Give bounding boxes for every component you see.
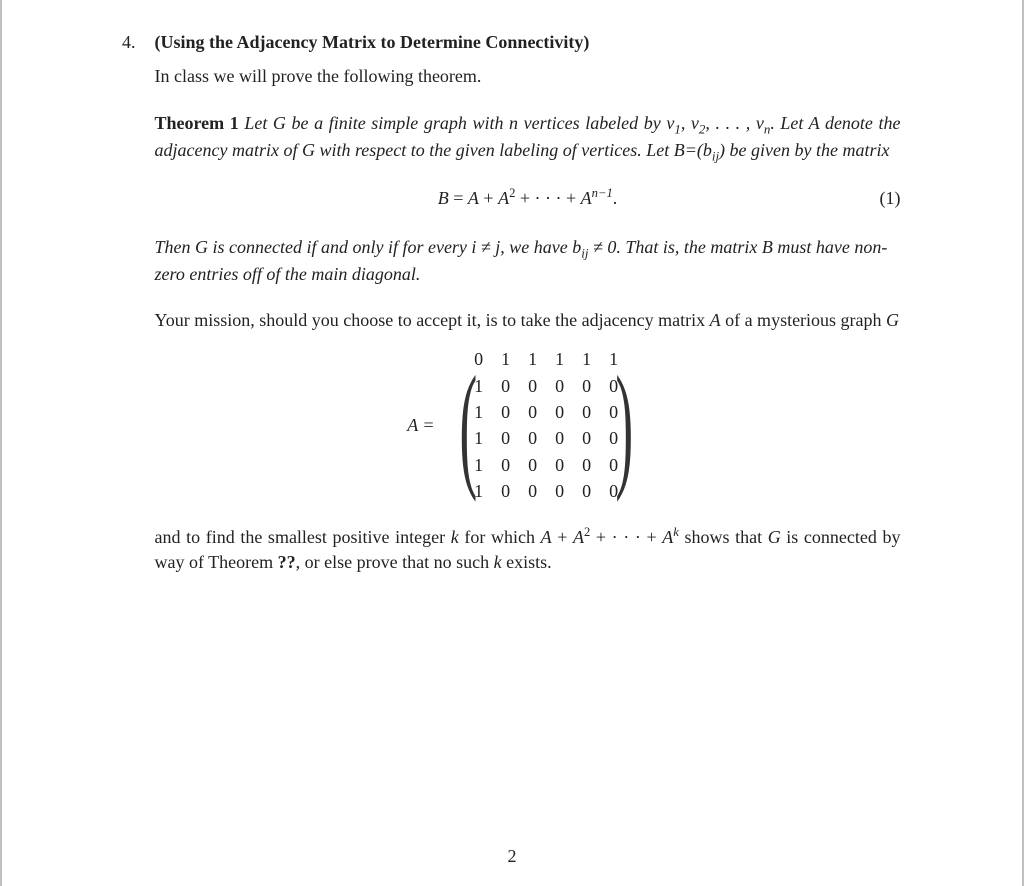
theorem-text: Let G be a finite simple graph with n ve… bbox=[155, 113, 901, 160]
eq-t1: A bbox=[468, 188, 479, 208]
eq-t3: A bbox=[581, 188, 592, 208]
equation-display: B = A + A2 + · · · + An−1. (1) bbox=[155, 183, 901, 213]
matrix-row: 100000 bbox=[465, 373, 627, 399]
mission-paragraph: Your mission, should you choose to accep… bbox=[155, 308, 901, 332]
conc-b: for which bbox=[459, 527, 541, 547]
matrix-cell: 0 bbox=[492, 399, 519, 425]
conclusion-paragraph: and to find the smallest positive intege… bbox=[155, 524, 901, 574]
eq-lhs: B bbox=[438, 188, 449, 208]
eq-t2: A bbox=[498, 188, 509, 208]
conc-f: exists. bbox=[502, 552, 552, 572]
title-paren-close: ) bbox=[583, 32, 589, 52]
matrix-cell: 0 bbox=[492, 452, 519, 478]
mission-b: of a mysterious graph bbox=[721, 310, 886, 330]
theorem-block: Theorem 1 Let G be a finite simple graph… bbox=[155, 111, 901, 165]
lparen-icon: ( bbox=[459, 366, 477, 485]
matrix-cell: 0 bbox=[573, 399, 600, 425]
problem-item: 4. ( Using the Adjacency Matrix to Determ… bbox=[122, 30, 902, 574]
matrix-cell: 0 bbox=[573, 452, 600, 478]
matrix-cell: 0 bbox=[546, 425, 573, 451]
conc-A3: A bbox=[662, 527, 673, 547]
conc-k2: k bbox=[494, 552, 502, 572]
conc-A1: A bbox=[541, 527, 552, 547]
matrix-cell: 0 bbox=[492, 373, 519, 399]
eq-dot: . bbox=[613, 188, 618, 208]
conc-k1: k bbox=[451, 527, 459, 547]
matrix-cell: 0 bbox=[519, 452, 546, 478]
matrix-row: 100000 bbox=[465, 425, 627, 451]
matrix-cell: 0 bbox=[519, 425, 546, 451]
problem-number: 4. bbox=[122, 30, 150, 54]
equation-body: B = A + A2 + · · · + An−1. bbox=[438, 185, 618, 210]
matrix-cell: 0 bbox=[519, 399, 546, 425]
conc-plus2: + · · · + bbox=[590, 527, 662, 547]
matrix-cell: 0 bbox=[546, 373, 573, 399]
theorem-tail: Then G is connected if and only if for e… bbox=[155, 235, 901, 286]
matrix-cell: 0 bbox=[519, 373, 546, 399]
theorem-label: Theorem 1 bbox=[155, 113, 239, 133]
mission-A: A bbox=[710, 310, 721, 330]
th-seg-b: , v bbox=[681, 113, 699, 133]
matrix-cell: 1 bbox=[573, 346, 600, 372]
matrix-cell: 0 bbox=[492, 425, 519, 451]
matrix-table: 011111100000100000100000100000100000 bbox=[465, 346, 627, 504]
conc-ref: ?? bbox=[278, 552, 296, 572]
matrix-display: A = ( 0111111000001000001000001000001000… bbox=[155, 346, 901, 504]
eq-exp3: n−1 bbox=[592, 186, 613, 200]
th-seg-c: , . . . , v bbox=[705, 113, 763, 133]
conc-a: and to find the smallest positive intege… bbox=[155, 527, 451, 547]
sub-ij: ij bbox=[712, 148, 719, 163]
th-tail-a: Then G is connected if and only if for e… bbox=[155, 237, 582, 257]
equation-number: (1) bbox=[880, 186, 901, 210]
matrix-row: 100000 bbox=[465, 452, 627, 478]
matrix-cell: 0 bbox=[573, 425, 600, 451]
matrix-cell: 0 bbox=[573, 478, 600, 504]
matrix-cell: 0 bbox=[492, 478, 519, 504]
problem-body: ( Using the Adjacency Matrix to Determine… bbox=[155, 30, 901, 574]
conc-G: G bbox=[768, 527, 781, 547]
mission-G: G bbox=[886, 310, 899, 330]
matrix-cell: 0 bbox=[546, 478, 573, 504]
conc-A2: A bbox=[573, 527, 584, 547]
matrix-cell: 0 bbox=[519, 478, 546, 504]
mission-a: Your mission, should you choose to accep… bbox=[155, 310, 710, 330]
matrix-cell: 0 bbox=[573, 373, 600, 399]
matrix-row: 100000 bbox=[465, 478, 627, 504]
matrix-cell: 0 bbox=[546, 452, 573, 478]
title-text: Using the Adjacency Matrix to Determine … bbox=[161, 32, 584, 52]
conc-e: , or else prove that no such bbox=[296, 552, 494, 572]
matrix-row: 100000 bbox=[465, 399, 627, 425]
conc-plus1: + bbox=[552, 527, 573, 547]
conc-c: shows that bbox=[679, 527, 768, 547]
matrix-cell: 1 bbox=[492, 346, 519, 372]
rparen-icon: ) bbox=[616, 366, 634, 485]
matrix-label: A = bbox=[407, 413, 434, 437]
page-number: 2 bbox=[508, 844, 517, 868]
matrix-cell: 0 bbox=[546, 399, 573, 425]
matrix-cell: 1 bbox=[546, 346, 573, 372]
th-seg-a: Let G be a finite simple graph with n ve… bbox=[244, 113, 674, 133]
matrix-cell: 1 bbox=[519, 346, 546, 372]
eq-plus2: + · · · + bbox=[515, 188, 580, 208]
th-seg-e: ) be given by the matrix bbox=[719, 140, 889, 160]
eq-plus1: + bbox=[479, 188, 498, 208]
problem-title: (Using the Adjacency Matrix to Determine… bbox=[155, 30, 901, 54]
eq-equals: = bbox=[449, 188, 468, 208]
matrix-row: 011111 bbox=[465, 346, 627, 372]
intro-paragraph: In class we will prove the following the… bbox=[155, 64, 901, 88]
